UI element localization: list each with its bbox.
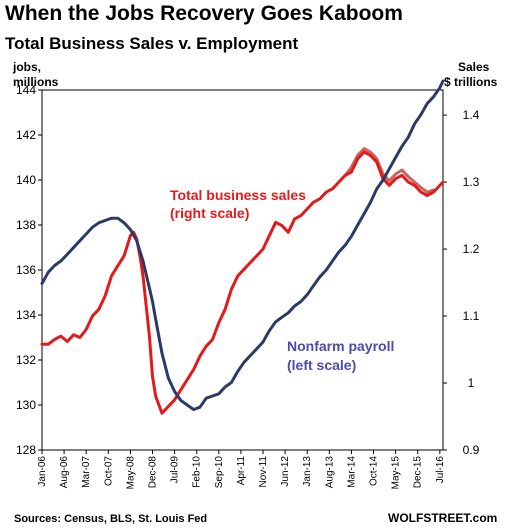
x-tick-label: Oct-14 xyxy=(369,456,380,486)
series-line-total-business-sales xyxy=(40,150,445,415)
right-tick-label: 1 xyxy=(468,376,475,390)
x-tick-label: Jun-12 xyxy=(280,456,291,487)
x-tick-label: Dec-15 xyxy=(413,456,424,489)
x-tick-label: Feb-10 xyxy=(192,456,203,488)
left-tick-label: 136 xyxy=(16,263,36,277)
left-tick-label: 142 xyxy=(16,128,36,142)
left-axis-title-line2: millions xyxy=(13,75,59,89)
left-tick-label: 138 xyxy=(16,218,36,232)
right-tick-label: 1.4 xyxy=(463,108,480,122)
right-tick-label: 1.2 xyxy=(463,242,480,256)
left-tick-label: 132 xyxy=(16,353,36,367)
chart-title: When the Jobs Recovery Goes Kaboom xyxy=(5,2,403,25)
x-tick-label: May-08 xyxy=(125,456,136,490)
left-tick-label: 140 xyxy=(16,173,36,187)
x-tick-label: Jul-16 xyxy=(435,456,446,484)
right-axis-title-line1: Sales xyxy=(458,60,490,74)
x-tick-label: Mar-14 xyxy=(346,456,357,488)
x-tick-label: Apr-11 xyxy=(236,456,247,486)
x-tick-label: Jul-09 xyxy=(170,456,181,484)
x-tick-label: Dec-08 xyxy=(148,456,159,489)
series-line-total-business-sales-prior-estimate xyxy=(343,147,435,194)
x-tick-label: Aug-13 xyxy=(324,456,335,489)
right-tick-label: 0.9 xyxy=(463,443,480,457)
left-tick-label: 134 xyxy=(16,308,36,322)
payroll-annotation-line1: Nonfarm payroll xyxy=(287,338,394,354)
left-tick-label: 130 xyxy=(16,398,36,412)
source-note: Sources: Census, BLS, St. Louis Fed xyxy=(14,513,207,525)
right-axis-title-line2: $ trillions xyxy=(444,75,498,89)
series-group xyxy=(40,79,445,415)
x-tick-label: Jan-06 xyxy=(37,456,48,487)
sales-annotation-line1: Total business sales xyxy=(170,187,306,203)
x-tick-label: May-15 xyxy=(391,456,402,490)
left-axis-title-line1: jobs, xyxy=(12,60,41,74)
axes: 128 130 132 134 136 138 140 142 144 0.9 1 1.1 1.2 1.3… xyxy=(16,83,480,489)
right-tick-label: 1.1 xyxy=(463,309,480,323)
x-tick-label: Aug-06 xyxy=(59,456,70,489)
brand-label: WOLFSTREET.com xyxy=(388,511,497,525)
x-tick-label: Mar-07 xyxy=(81,456,92,488)
series-line-nonfarm-payroll xyxy=(40,79,445,411)
chart-subtitle: Total Business Sales v. Employment xyxy=(5,34,299,53)
x-tick-label: Nov-11 xyxy=(258,456,269,488)
left-tick-label: 144 xyxy=(16,83,36,97)
payroll-annotation-line2: (left scale) xyxy=(287,357,356,373)
left-tick-label: 128 xyxy=(16,443,36,457)
x-tick-label: Sep-10 xyxy=(214,456,225,489)
sales-annotation-line2: (right scale) xyxy=(170,205,249,221)
right-tick-label: 1.3 xyxy=(463,175,480,189)
x-tick-label: Oct-07 xyxy=(103,456,114,486)
x-tick-label: Jan-13 xyxy=(302,456,313,487)
